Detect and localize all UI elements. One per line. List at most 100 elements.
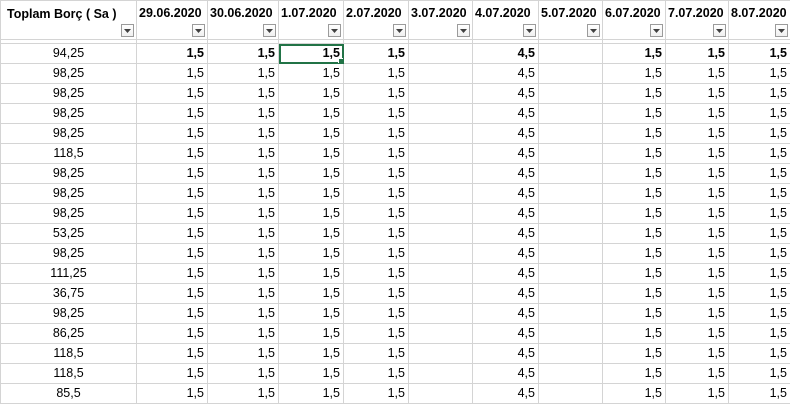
date-value-cell[interactable]: 1,5: [278, 163, 344, 184]
date-value-cell[interactable]: [408, 123, 473, 144]
date-value-cell[interactable]: 1,5: [728, 383, 790, 404]
date-value-cell[interactable]: 1,5: [343, 43, 409, 64]
date-value-cell[interactable]: 1,5: [136, 363, 208, 384]
date-value-cell[interactable]: 1,5: [343, 243, 409, 264]
date-value-cell[interactable]: 1,5: [136, 323, 208, 344]
date-value-cell[interactable]: 1,5: [728, 263, 790, 284]
total-debt-cell[interactable]: 98,25: [0, 303, 137, 324]
date-value-cell[interactable]: 4,5: [472, 323, 539, 344]
date-value-cell[interactable]: 1,5: [343, 223, 409, 244]
date-value-cell[interactable]: 1,5: [278, 103, 344, 124]
date-value-cell[interactable]: [408, 243, 473, 264]
date-value-cell[interactable]: 1,5: [136, 203, 208, 224]
date-value-cell[interactable]: 1,5: [136, 343, 208, 364]
date-value-cell[interactable]: 1,5: [278, 363, 344, 384]
date-value-cell[interactable]: 1,5: [602, 83, 666, 104]
date-value-cell[interactable]: 4,5: [472, 163, 539, 184]
date-value-cell[interactable]: [408, 263, 473, 284]
date-value-cell[interactable]: [408, 43, 473, 64]
date-value-cell[interactable]: 1,5: [602, 283, 666, 304]
date-value-cell[interactable]: 1,5: [278, 323, 344, 344]
date-value-cell[interactable]: 1,5: [207, 383, 279, 404]
date-value-cell[interactable]: 1,5: [207, 103, 279, 124]
date-value-cell[interactable]: 1,5: [665, 383, 729, 404]
total-debt-cell[interactable]: 98,25: [0, 183, 137, 204]
column-header-6[interactable]: 4.07.2020: [472, 0, 539, 40]
date-value-cell[interactable]: 1,5: [728, 63, 790, 84]
date-value-cell[interactable]: 1,5: [136, 283, 208, 304]
date-value-cell[interactable]: 1,5: [136, 143, 208, 164]
date-value-cell[interactable]: 4,5: [472, 223, 539, 244]
date-value-cell[interactable]: 4,5: [472, 63, 539, 84]
date-value-cell[interactable]: 1,5: [728, 43, 790, 64]
date-value-cell[interactable]: 1,5: [136, 243, 208, 264]
total-debt-cell[interactable]: 85,5: [0, 383, 137, 404]
date-value-cell[interactable]: 1,5: [665, 183, 729, 204]
date-value-cell[interactable]: 1,5: [728, 203, 790, 224]
date-value-cell[interactable]: 1,5: [207, 63, 279, 84]
date-value-cell[interactable]: [538, 263, 603, 284]
date-value-cell[interactable]: [408, 363, 473, 384]
date-value-cell[interactable]: [538, 63, 603, 84]
date-value-cell[interactable]: 1,5: [343, 123, 409, 144]
date-value-cell[interactable]: 1,5: [136, 383, 208, 404]
date-value-cell[interactable]: 1,5: [207, 243, 279, 264]
date-value-cell[interactable]: 1,5: [602, 203, 666, 224]
date-value-cell[interactable]: [408, 323, 473, 344]
date-value-cell[interactable]: 1,5: [136, 303, 208, 324]
filter-dropdown-icon[interactable]: [457, 24, 470, 37]
date-value-cell[interactable]: 1,5: [728, 103, 790, 124]
column-header-3[interactable]: 1.07.2020: [278, 0, 344, 40]
total-debt-cell[interactable]: 118,5: [0, 343, 137, 364]
column-header-9[interactable]: 7.07.2020: [665, 0, 729, 40]
date-value-cell[interactable]: 1,5: [278, 143, 344, 164]
date-value-cell[interactable]: 1,5: [207, 163, 279, 184]
date-value-cell[interactable]: 1,5: [665, 103, 729, 124]
date-value-cell[interactable]: [538, 223, 603, 244]
date-value-cell[interactable]: 1,5: [207, 323, 279, 344]
total-debt-cell[interactable]: 111,25: [0, 263, 137, 284]
date-value-cell[interactable]: 1,5: [207, 43, 279, 64]
date-value-cell[interactable]: 1,5: [343, 263, 409, 284]
date-value-cell[interactable]: [538, 323, 603, 344]
date-value-cell[interactable]: [408, 183, 473, 204]
date-value-cell[interactable]: 1,5: [207, 303, 279, 324]
date-value-cell[interactable]: [538, 243, 603, 264]
date-value-cell[interactable]: 1,5: [728, 123, 790, 144]
total-debt-cell[interactable]: 98,25: [0, 83, 137, 104]
filter-dropdown-icon[interactable]: [523, 24, 536, 37]
date-value-cell[interactable]: [408, 203, 473, 224]
total-debt-cell[interactable]: 98,25: [0, 243, 137, 264]
date-value-cell[interactable]: 1,5: [728, 163, 790, 184]
date-value-cell[interactable]: 1,5: [278, 383, 344, 404]
date-value-cell[interactable]: 1,5: [278, 223, 344, 244]
date-value-cell[interactable]: 4,5: [472, 283, 539, 304]
date-value-cell[interactable]: 1,5: [602, 263, 666, 284]
date-value-cell[interactable]: 4,5: [472, 123, 539, 144]
fill-handle[interactable]: [338, 58, 343, 63]
date-value-cell[interactable]: [538, 163, 603, 184]
filter-dropdown-icon[interactable]: [328, 24, 341, 37]
date-value-cell[interactable]: [538, 363, 603, 384]
date-value-cell[interactable]: [408, 83, 473, 104]
date-value-cell[interactable]: 4,5: [472, 83, 539, 104]
date-value-cell[interactable]: 4,5: [472, 203, 539, 224]
filter-dropdown-icon[interactable]: [775, 24, 788, 37]
date-value-cell[interactable]: 1,5: [728, 83, 790, 104]
date-value-cell[interactable]: 1,5: [343, 183, 409, 204]
date-value-cell[interactable]: 1,5: [207, 223, 279, 244]
date-value-cell[interactable]: 1,5: [728, 143, 790, 164]
date-value-cell[interactable]: 1,5: [343, 203, 409, 224]
date-value-cell[interactable]: 1,5: [728, 303, 790, 324]
date-value-cell[interactable]: 1,5: [136, 263, 208, 284]
date-value-cell[interactable]: 1,5: [665, 83, 729, 104]
column-header-5[interactable]: 3.07.2020: [408, 0, 473, 40]
date-value-cell[interactable]: 4,5: [472, 303, 539, 324]
date-value-cell[interactable]: 1,5: [602, 363, 666, 384]
date-value-cell[interactable]: 1,5: [343, 363, 409, 384]
date-value-cell[interactable]: 1,5: [343, 283, 409, 304]
date-value-cell[interactable]: 1,5: [728, 283, 790, 304]
date-value-cell[interactable]: 1,5: [207, 123, 279, 144]
date-value-cell[interactable]: 1,5: [665, 143, 729, 164]
date-value-cell[interactable]: 1,5: [343, 103, 409, 124]
